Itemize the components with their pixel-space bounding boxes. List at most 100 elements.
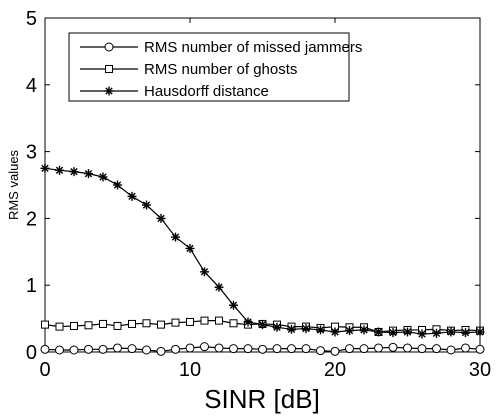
data-point — [214, 343, 224, 353]
data-point — [40, 163, 50, 173]
data-point — [475, 327, 485, 337]
data-point — [374, 343, 383, 353]
legend-label: Hausdorff distance — [144, 83, 269, 100]
data-point — [301, 324, 311, 334]
data-point — [142, 319, 151, 328]
data-point — [142, 200, 151, 210]
data-point — [156, 213, 166, 223]
data-point — [157, 320, 165, 329]
data-point — [113, 321, 122, 330]
data-point — [258, 320, 267, 330]
data-point — [200, 316, 209, 325]
data-point — [128, 319, 136, 328]
data-point — [171, 232, 180, 242]
data-point — [113, 343, 122, 353]
data-point — [98, 344, 108, 354]
data-point — [272, 344, 282, 354]
data-point — [41, 320, 49, 329]
data-point — [432, 328, 441, 338]
data-point — [185, 343, 195, 353]
data-point — [316, 325, 325, 335]
data-point — [229, 300, 238, 310]
data-point — [403, 327, 412, 337]
y-tick-label: 4 — [26, 75, 37, 97]
data-point — [417, 329, 427, 339]
data-point — [330, 346, 340, 356]
legend-label: RMS number of ghosts — [144, 61, 297, 78]
x-tick-label: 20 — [324, 359, 346, 381]
data-point — [345, 344, 354, 354]
data-point — [200, 342, 209, 352]
data-point — [186, 317, 194, 326]
data-point — [171, 344, 180, 354]
legend-label: RMS number of missed jammers — [144, 39, 362, 56]
data-point — [127, 344, 137, 354]
legend-entry: RMS number of missed jammers — [80, 39, 362, 56]
data-point — [84, 321, 93, 330]
data-point — [84, 344, 93, 354]
data-point — [243, 317, 253, 327]
x-axis-label: SINR [dB] — [204, 384, 320, 414]
y-tick-label: 1 — [26, 275, 37, 297]
data-point — [475, 344, 485, 354]
data-point — [200, 267, 209, 277]
data-point — [272, 322, 282, 332]
data-point — [417, 344, 427, 354]
data-point — [461, 343, 470, 353]
data-point — [113, 180, 122, 190]
data-point — [432, 344, 441, 354]
data-point — [388, 328, 398, 338]
axis-ticks: 0 10 20 30 0 1 2 3 4 5 — [26, 8, 491, 381]
data-point — [40, 344, 50, 354]
data-point — [316, 346, 325, 356]
data-point — [243, 344, 253, 354]
legend-marker — [104, 86, 114, 96]
data-point — [156, 346, 166, 356]
series-asterisk — [40, 163, 485, 339]
legend: RMS number of missed jammers RMS number o… — [68, 32, 362, 102]
data-point — [55, 165, 64, 175]
series-layer — [40, 163, 485, 356]
y-tick-label: 0 — [26, 342, 37, 364]
data-point — [70, 321, 78, 330]
data-point — [287, 344, 296, 354]
data-point — [69, 345, 79, 355]
legend-marker — [104, 42, 114, 52]
x-tick-label: 30 — [469, 359, 491, 381]
data-point — [214, 282, 224, 292]
data-point — [446, 345, 456, 355]
data-point — [287, 324, 296, 334]
data-point — [359, 344, 369, 354]
legend-marker — [105, 65, 113, 73]
data-point — [461, 328, 470, 338]
x-tick-label: 0 — [39, 359, 50, 381]
data-point — [229, 319, 238, 328]
data-point — [127, 191, 137, 201]
data-point — [330, 327, 340, 337]
data-point — [84, 169, 93, 179]
data-point — [99, 319, 107, 328]
data-point — [359, 325, 369, 335]
data-point — [345, 326, 354, 336]
y-tick-label: 3 — [26, 142, 37, 164]
data-point — [69, 167, 79, 177]
legend-entry: Hausdorff distance — [80, 83, 269, 100]
data-point — [301, 344, 311, 354]
data-point — [229, 344, 238, 354]
data-point — [98, 172, 108, 182]
data-point — [142, 345, 151, 355]
series-circle — [40, 342, 485, 356]
data-point — [185, 243, 195, 253]
y-tick-label: 2 — [26, 208, 37, 230]
data-point — [55, 345, 64, 355]
data-point — [403, 343, 412, 353]
data-point — [215, 316, 223, 325]
data-point — [388, 342, 398, 352]
y-tick-label: 5 — [26, 8, 37, 30]
legend-entry: RMS number of ghosts — [80, 61, 297, 78]
legend-box — [68, 32, 350, 102]
data-point — [171, 318, 180, 327]
x-tick-label: 10 — [179, 359, 201, 381]
data-point — [374, 327, 383, 337]
